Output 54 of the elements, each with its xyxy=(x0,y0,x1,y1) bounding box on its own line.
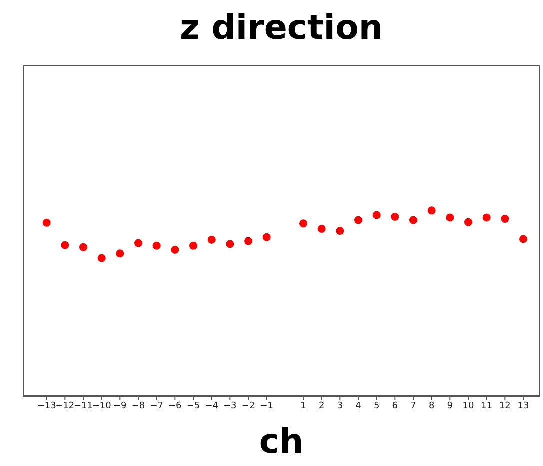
x-tick-label: −1 xyxy=(260,401,274,412)
x-tick-label: −3 xyxy=(224,401,237,412)
point xyxy=(61,241,70,250)
point xyxy=(262,233,271,242)
x-tick-label: 8 xyxy=(428,401,435,412)
x-tick-label: 12 xyxy=(499,401,511,412)
x-tick-label: 1 xyxy=(300,401,306,412)
x-tick-label: 9 xyxy=(447,401,454,412)
point xyxy=(446,214,454,222)
x-tick-label: 4 xyxy=(356,401,362,412)
point xyxy=(300,220,308,228)
x-tick-label: −6 xyxy=(168,401,182,412)
point xyxy=(116,250,124,258)
point xyxy=(171,246,180,254)
point xyxy=(482,214,491,222)
point xyxy=(428,206,436,215)
x-axis-title: ch xyxy=(258,422,305,462)
point xyxy=(354,216,362,224)
x-tick-label: −9 xyxy=(114,401,128,412)
point xyxy=(244,237,252,246)
point xyxy=(152,242,161,250)
point xyxy=(42,218,51,227)
point xyxy=(372,211,381,220)
point xyxy=(190,242,198,250)
point xyxy=(391,212,400,221)
point xyxy=(410,216,418,224)
x-tick-label: −7 xyxy=(150,401,164,412)
x-tick-label: 6 xyxy=(392,401,398,412)
x-tick-label: 10 xyxy=(462,401,474,412)
x-tick-label: −4 xyxy=(205,401,219,412)
x-tick-label: −5 xyxy=(186,401,200,412)
x-tick-label: −12 xyxy=(56,401,75,412)
point xyxy=(464,218,472,226)
point xyxy=(98,254,106,262)
point xyxy=(134,239,142,248)
x-tick-label: −8 xyxy=(132,401,146,412)
point xyxy=(520,235,528,244)
x-tick-label: −2 xyxy=(242,401,256,412)
x-tick-label: −11 xyxy=(74,401,93,412)
point xyxy=(80,243,88,252)
x-tick-label: 5 xyxy=(374,401,380,412)
x-tick-label: 3 xyxy=(337,401,344,412)
x-tick-label: 7 xyxy=(410,401,416,412)
x-tick-label: 13 xyxy=(518,401,530,412)
x-tick-label: −10 xyxy=(92,401,112,412)
point xyxy=(336,227,344,236)
point xyxy=(208,236,216,244)
x-tick-label: 11 xyxy=(481,401,493,412)
x-tick-label: 2 xyxy=(318,401,325,412)
x-tick-label: −13 xyxy=(37,401,56,412)
point xyxy=(501,215,510,224)
point xyxy=(318,225,326,234)
chart-title: z direction xyxy=(178,8,384,48)
point xyxy=(226,240,234,248)
